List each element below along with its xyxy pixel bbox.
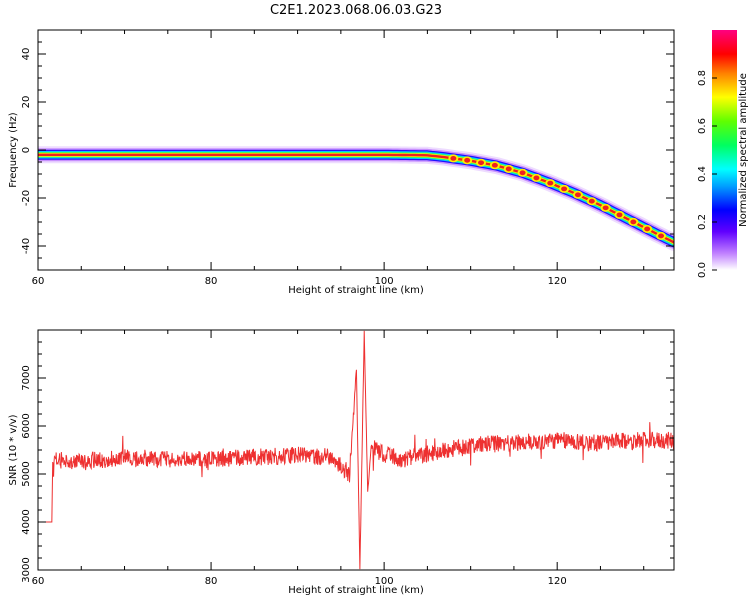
snr-x-label: Height of straight line (km) <box>288 585 424 596</box>
track-node <box>602 205 609 211</box>
snr-x-tick-label: 80 <box>205 576 218 587</box>
track-node <box>519 170 526 176</box>
track-node <box>478 160 485 166</box>
track-node <box>588 198 595 204</box>
spectrogram-ticks: 60 80 100 120 -40 -20 0 20 40 <box>21 29 674 287</box>
colorbar-label: Normalized spectral amplitude <box>738 73 749 227</box>
spectrogram-x-tick-label: 120 <box>548 276 567 287</box>
track-node <box>491 162 498 168</box>
snr-x-tick-label: 60 <box>32 576 45 587</box>
snr-y-tick-label: 7000 <box>21 365 32 390</box>
spectrogram-track <box>38 146 674 251</box>
snr-x-tick-label: 100 <box>375 576 394 587</box>
track-node <box>450 156 457 161</box>
snr-y-tick-label: 6000 <box>21 413 32 438</box>
track-node <box>658 233 665 239</box>
track-node <box>616 212 623 218</box>
spectrogram-x-tick-label: 60 <box>32 276 45 287</box>
track-node <box>630 219 637 225</box>
spectrogram-frame <box>37 29 675 271</box>
spectrogram-y-tick-label: 40 <box>21 48 32 61</box>
snr-y-tick-label: 4000 <box>21 509 32 534</box>
spectrogram-y-tick-label: 20 <box>21 96 32 109</box>
colorbar-tick-label: 0.0 <box>697 262 708 278</box>
track-node <box>505 166 512 172</box>
snr-y-label: SNR (10 * v/v) <box>8 414 19 485</box>
colorbar-tick-label: 0.6 <box>697 118 708 134</box>
track-node <box>533 175 540 181</box>
spectrogram-x-label: Height of straight line (km) <box>288 285 424 296</box>
snr-series <box>38 330 674 570</box>
spectrogram-x-tick-label: 80 <box>205 276 218 287</box>
track-node <box>464 157 471 163</box>
spectrogram-y-tick-label: -20 <box>21 190 32 206</box>
snr-panel: 60 80 100 120 3000 4000 5000 6000 7000 Height of… <box>8 329 675 596</box>
spectrogram-y-tick-label: -40 <box>21 238 32 254</box>
snr-x-tick-label: 120 <box>548 576 567 587</box>
spectrogram-x-tick-label: 100 <box>375 276 394 287</box>
snr-y-tick-label: 5000 <box>21 461 32 486</box>
snr-frame <box>37 329 675 571</box>
snr-plot-area <box>38 330 674 570</box>
track-node <box>547 180 554 186</box>
spectrogram-y-tick-label: 0 <box>21 147 32 153</box>
snr-y-tick-label: 3000 <box>21 557 32 582</box>
snr-ticks: 60 80 100 120 3000 4000 5000 6000 7000 <box>21 329 674 587</box>
track-node <box>561 186 568 192</box>
figure-title: C2E1.2023.068.06.03.G23 <box>270 3 442 18</box>
spectrogram-panel: 60 80 100 120 -40 -20 0 20 40 Height of straight… <box>8 29 675 296</box>
track-node <box>644 226 651 232</box>
spectrogram-y-label: Frequency (Hz) <box>8 112 19 188</box>
colorbar-tick-label: 0.4 <box>697 166 708 182</box>
colorbar-tick-label: 0.8 <box>697 70 708 86</box>
colorbar-ticks: 0.0 0.2 0.4 0.6 0.8 <box>697 70 717 278</box>
snr-series-line <box>38 330 674 570</box>
colorbar: 0.0 0.2 0.4 0.6 0.8 Normalized spectral ampl… <box>697 30 749 278</box>
track-node <box>574 192 581 198</box>
colorbar-tick-label: 0.2 <box>697 214 708 230</box>
colorbar-gradient <box>712 30 737 270</box>
